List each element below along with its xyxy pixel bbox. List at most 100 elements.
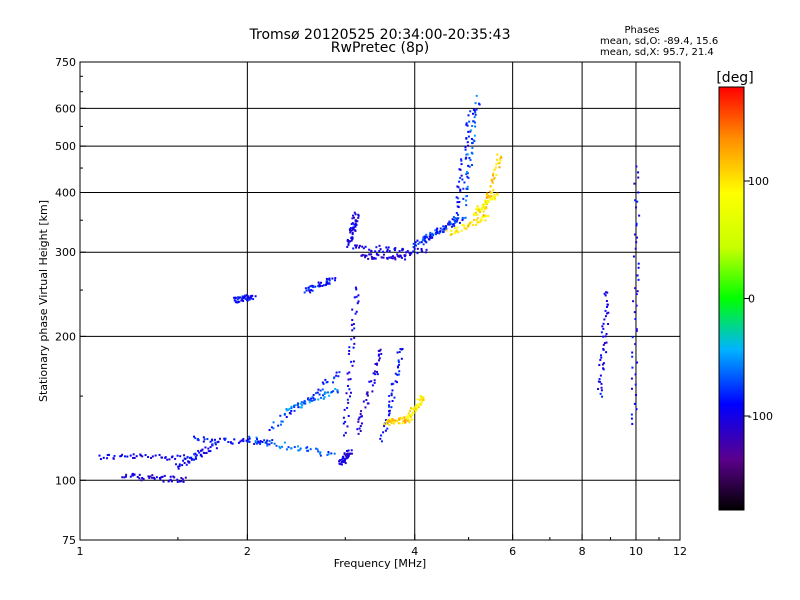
colorbar-tick-label: 0 <box>748 293 755 306</box>
data-point <box>176 478 179 481</box>
data-point <box>606 303 609 306</box>
data-point <box>346 406 349 409</box>
data-point <box>375 363 378 366</box>
data-point <box>407 419 410 422</box>
data-point <box>465 199 468 202</box>
data-point <box>472 108 475 111</box>
data-point <box>354 225 357 228</box>
data-point <box>377 353 380 356</box>
data-point <box>388 394 391 397</box>
data-point <box>420 396 423 399</box>
data-point <box>305 289 308 292</box>
data-point <box>307 287 310 290</box>
data-point <box>496 153 499 156</box>
data-point <box>380 440 383 443</box>
data-point <box>359 425 362 428</box>
data-point <box>465 173 468 176</box>
data-point <box>354 222 357 225</box>
phases-line-o: mean, sd,O: -89.4, 15.6 <box>600 36 718 47</box>
data-point <box>352 247 355 250</box>
data-point <box>637 266 640 269</box>
data-point <box>456 213 459 216</box>
data-point <box>491 180 494 183</box>
data-point <box>467 130 470 133</box>
data-point <box>423 235 426 238</box>
data-point <box>332 390 335 393</box>
data-point <box>635 408 638 411</box>
data-point <box>401 417 404 420</box>
data-point <box>485 207 488 210</box>
data-point <box>138 473 141 476</box>
data-point <box>600 389 603 392</box>
data-point <box>482 206 485 209</box>
data-point <box>308 399 311 402</box>
data-point <box>167 480 170 483</box>
data-point <box>136 476 139 479</box>
data-point <box>635 236 638 239</box>
data-point <box>380 256 383 259</box>
data-point <box>350 239 353 242</box>
data-point <box>393 249 396 252</box>
data-point <box>633 182 636 185</box>
data-point <box>323 393 326 396</box>
data-point <box>246 299 249 302</box>
data-point <box>474 125 477 128</box>
data-point <box>140 479 143 482</box>
data-point <box>351 233 354 236</box>
data-point <box>599 358 602 361</box>
data-point <box>479 208 482 211</box>
data-point <box>334 387 337 390</box>
data-point <box>370 380 373 383</box>
data-point <box>362 400 365 403</box>
data-point <box>326 381 329 384</box>
data-point <box>424 251 427 254</box>
data-point <box>200 449 203 452</box>
data-point <box>349 391 352 394</box>
data-point <box>398 363 401 366</box>
data-point <box>599 392 602 395</box>
data-point <box>324 391 327 394</box>
data-point <box>494 197 497 200</box>
data-point <box>360 422 363 425</box>
data-point <box>120 455 123 458</box>
data-point <box>631 422 634 425</box>
data-point <box>237 301 240 304</box>
data-point <box>180 477 183 480</box>
data-point <box>323 395 326 398</box>
data-point <box>306 449 309 452</box>
data-point <box>634 247 637 250</box>
data-point <box>361 253 364 256</box>
data-point <box>388 420 391 423</box>
data-point <box>333 452 336 455</box>
data-point <box>386 250 389 253</box>
y-tick-label: 500 <box>55 140 76 153</box>
data-point <box>342 416 345 419</box>
data-point <box>450 233 453 236</box>
data-point <box>402 416 405 419</box>
data-point <box>385 246 388 249</box>
data-point <box>600 356 603 359</box>
x-tick-label: 4 <box>411 545 418 558</box>
data-point <box>465 123 468 126</box>
data-point <box>416 398 419 401</box>
data-point <box>314 285 317 288</box>
data-point <box>353 296 356 299</box>
data-point <box>275 444 278 447</box>
data-point <box>473 134 476 137</box>
data-point <box>416 252 419 255</box>
data-point <box>453 232 456 235</box>
data-point <box>361 245 364 248</box>
data-point <box>371 390 374 393</box>
data-point <box>421 398 424 401</box>
y-axis-label: Stationary phase Virtual Height [km] <box>37 200 50 402</box>
data-point <box>487 214 490 217</box>
data-point <box>237 441 240 444</box>
data-point <box>193 458 196 461</box>
data-point <box>353 226 356 229</box>
data-point <box>236 298 239 301</box>
data-point <box>493 168 496 171</box>
data-point <box>218 437 221 440</box>
data-point <box>213 438 216 441</box>
data-point <box>466 175 469 178</box>
data-point <box>376 373 379 376</box>
